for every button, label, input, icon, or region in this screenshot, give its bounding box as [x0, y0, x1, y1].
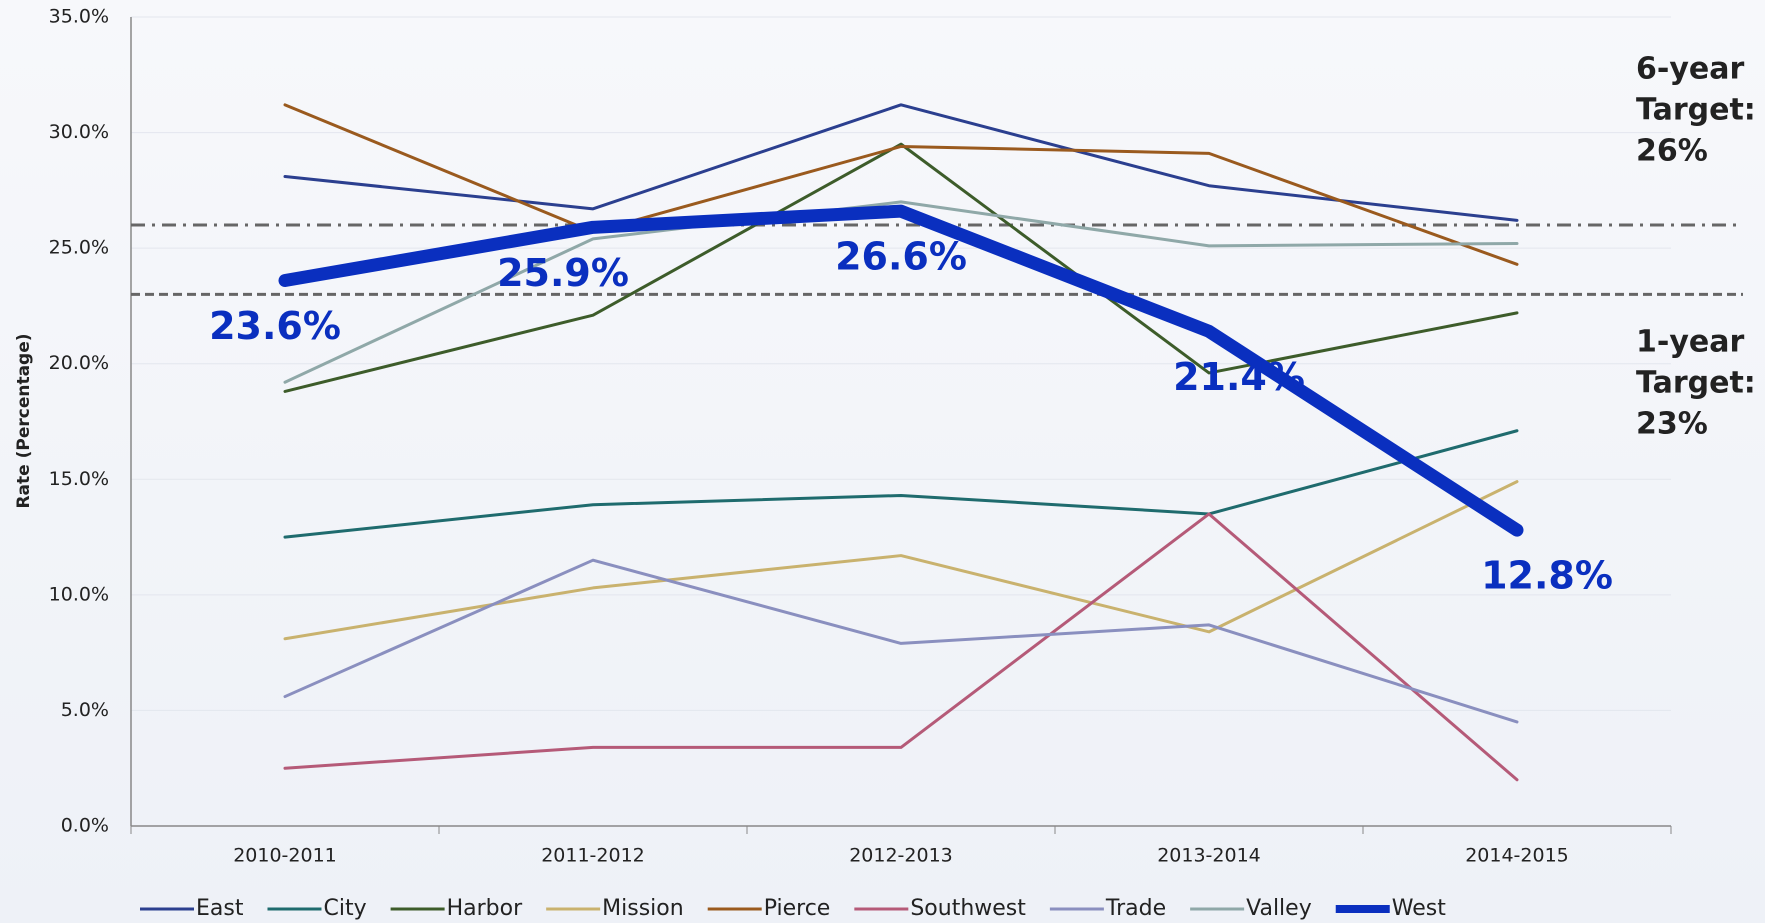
x-tick-label: 2012-2013 — [849, 845, 953, 867]
y-tick-label: 0.0% — [61, 815, 109, 837]
target-label: 1-year — [1636, 325, 1744, 360]
legend-label: Southwest — [910, 896, 1026, 921]
y-axis-label: Rate (Percentage) — [14, 333, 34, 508]
y-tick-label: 35.0% — [49, 6, 109, 28]
series-line — [283, 558, 1519, 724]
legend-label: East — [196, 896, 244, 921]
target-label: Target: — [1636, 93, 1756, 128]
series-line — [283, 142, 1519, 393]
data-label: 21.4% — [1173, 355, 1305, 399]
data-label: 25.9% — [497, 251, 629, 295]
target-label: 6-year — [1636, 52, 1744, 87]
y-tick-label: 20.0% — [49, 352, 109, 374]
x-tick-label: 2011-2012 — [541, 845, 645, 867]
y-tick-label: 25.0% — [49, 237, 109, 259]
legend-label: West — [1392, 896, 1446, 921]
series-line — [283, 512, 1519, 782]
target-label: 23% — [1636, 407, 1708, 442]
x-tick-label: 2013-2014 — [1157, 845, 1261, 867]
y-tick-label: 5.0% — [61, 699, 109, 721]
series-line — [283, 103, 1519, 266]
series-line — [278, 204, 1524, 537]
data-label: 12.8% — [1481, 554, 1613, 598]
legend-label: Pierce — [764, 896, 831, 921]
y-tick-label: 30.0% — [49, 121, 109, 143]
series-line — [283, 200, 1519, 384]
target-label: Target: — [1636, 366, 1756, 401]
y-tick-label: 15.0% — [49, 468, 109, 490]
y-tick-label: 10.0% — [49, 583, 109, 605]
x-tick-label: 2014-2015 — [1465, 845, 1569, 867]
data-label: 26.6% — [835, 235, 967, 279]
legend-label: Mission — [602, 896, 684, 921]
legend-label: Harbor — [447, 896, 523, 921]
target-label: 26% — [1636, 134, 1708, 169]
series-line — [283, 429, 1519, 539]
legend-label: Valley — [1246, 896, 1312, 921]
legend-label: Trade — [1105, 896, 1166, 921]
series-line — [283, 103, 1519, 222]
legend-label: City — [323, 896, 366, 921]
x-tick-label: 2010-2011 — [233, 845, 337, 867]
data-label: 23.6% — [209, 304, 341, 348]
